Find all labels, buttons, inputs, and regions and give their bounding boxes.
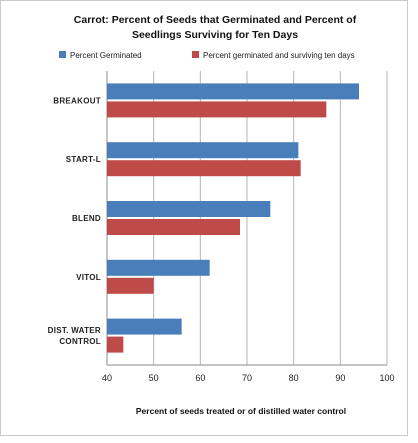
legend-label-germinated: Percent Germinated — [70, 51, 142, 60]
category-label: BLEND — [72, 214, 101, 223]
category-label: VITOL — [76, 273, 101, 282]
chart-frame: Carrot: Percent of Seeds that Germinated… — [0, 0, 408, 436]
x-axis-title: Percent of seeds treated or of distilled… — [136, 406, 346, 416]
chart-title-line-2: Seedlings Surviving for Ten Days — [132, 29, 298, 41]
chart-title-line-1: Carrot: Percent of Seeds that Germinated… — [74, 14, 357, 26]
x-tick-label: 50 — [149, 373, 159, 383]
bar — [107, 259, 210, 276]
bar — [107, 83, 359, 100]
chart: Carrot: Percent of Seeds that Germinated… — [48, 14, 395, 416]
category-label: BREAKOUT — [53, 96, 101, 105]
bar — [107, 142, 299, 159]
x-tick-label: 100 — [379, 373, 394, 383]
x-tick-label: 90 — [335, 373, 345, 383]
x-tick-label: 80 — [289, 373, 299, 383]
category-label: CONTROL — [59, 337, 101, 346]
category-label: DIST. WATER — [48, 326, 101, 335]
bar — [107, 160, 301, 177]
bar — [107, 336, 124, 353]
bar — [107, 101, 327, 118]
plot-area: 40 50 60 70 80 90 100 BREAKOUT START-L BLEND VITOL… — [48, 71, 395, 383]
x-tick-label: 40 — [102, 373, 112, 383]
bar — [107, 277, 154, 294]
x-tick-label: 70 — [242, 373, 252, 383]
legend-label-surviving: Percent germinated and surviving ten day… — [203, 51, 355, 60]
x-tick-label: 60 — [195, 373, 205, 383]
legend-swatch-surviving — [192, 51, 199, 58]
category-label: START-L — [66, 155, 101, 164]
bar — [107, 219, 240, 235]
legend-swatch-germinated — [59, 51, 66, 58]
bar — [107, 201, 271, 217]
bar — [107, 318, 182, 335]
